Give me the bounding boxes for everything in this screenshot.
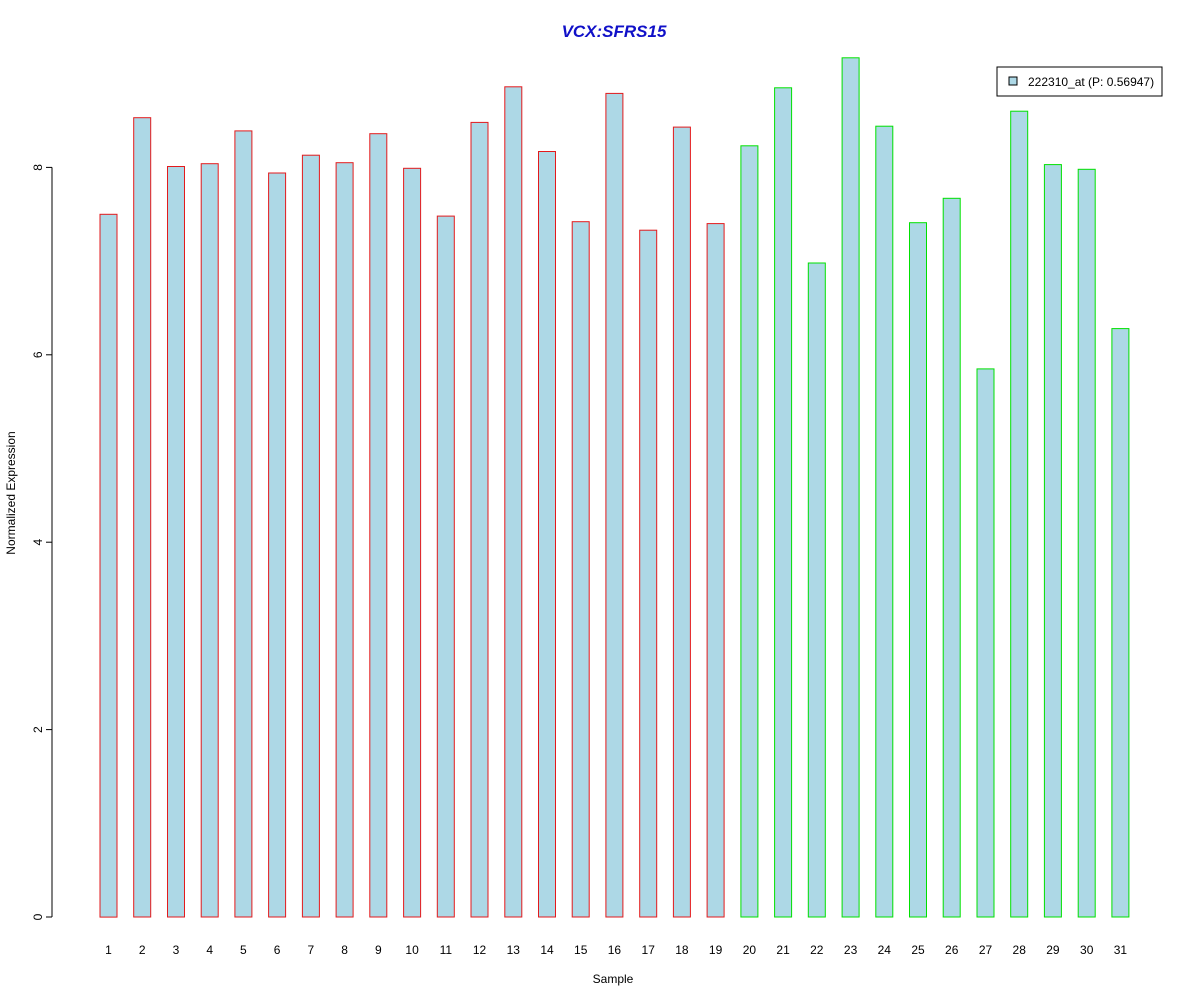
bar-sample-24 xyxy=(875,125,894,918)
x-tick-label: 13 xyxy=(507,943,521,957)
y-axis: 0 2 4 6 8 xyxy=(31,164,53,920)
bar-sample-30 xyxy=(1077,168,1096,918)
bar-sample-25 xyxy=(909,222,927,918)
x-tick-label: 8 xyxy=(341,943,348,957)
bar-sample-10 xyxy=(403,167,422,918)
bar-sample-14 xyxy=(538,151,556,918)
bar-sample-5 xyxy=(234,130,253,918)
bar-sample-17 xyxy=(639,229,658,918)
x-tick-label: 23 xyxy=(844,943,858,957)
bar-sample-7 xyxy=(301,154,320,918)
bar-sample-22 xyxy=(807,262,826,918)
bar-sample-31 xyxy=(1111,328,1130,918)
x-tick-label: 15 xyxy=(574,943,588,957)
x-tick-label: 6 xyxy=(274,943,281,957)
y-tick-label: 8 xyxy=(31,164,45,171)
x-tick-label: 27 xyxy=(979,943,993,957)
x-tick-label: 12 xyxy=(473,943,487,957)
bar-sample-8 xyxy=(335,162,354,918)
bar-sample-16 xyxy=(605,92,624,918)
x-tick-label: 31 xyxy=(1114,943,1128,957)
bar-sample-2 xyxy=(133,117,152,918)
bars-group xyxy=(99,57,1130,918)
bar-sample-15 xyxy=(571,221,590,918)
x-tick-label: 16 xyxy=(608,943,622,957)
x-tick-label: 19 xyxy=(709,943,723,957)
x-tick-label: 10 xyxy=(405,943,419,957)
bar-sample-28 xyxy=(1010,110,1029,918)
bar-sample-21 xyxy=(774,87,793,918)
x-tick-label: 3 xyxy=(173,943,180,957)
bar-sample-1 xyxy=(99,213,118,918)
x-tick-label: 22 xyxy=(810,943,824,957)
bar-sample-13 xyxy=(504,86,523,918)
x-tick-label: 14 xyxy=(540,943,554,957)
x-tick-label: 29 xyxy=(1046,943,1060,957)
x-tick-label: 4 xyxy=(206,943,213,957)
y-tick-label: 2 xyxy=(31,726,45,733)
y-tick-label: 4 xyxy=(31,539,45,546)
bar-sample-6 xyxy=(268,172,287,918)
x-tick-label: 21 xyxy=(776,943,790,957)
bar-sample-29 xyxy=(1043,164,1062,918)
y-tick-label: 0 xyxy=(31,913,45,920)
y-tick-label: 6 xyxy=(31,351,45,358)
bar-sample-4 xyxy=(200,163,219,918)
bar-sample-26 xyxy=(942,197,961,918)
x-tick-label: 20 xyxy=(743,943,757,957)
bar-sample-27 xyxy=(976,368,995,918)
x-tick-label: 18 xyxy=(675,943,689,957)
x-tick-label: 11 xyxy=(440,943,453,957)
x-tick-label: 24 xyxy=(878,943,892,957)
bar-sample-3 xyxy=(167,166,185,918)
x-tick-label: 30 xyxy=(1080,943,1094,957)
x-tick-label: 5 xyxy=(240,943,247,957)
legend-box xyxy=(996,66,1163,97)
bar-sample-12 xyxy=(470,121,489,918)
x-tick-labels: 1 2 3 4 5 6 7 8 9 10 11 12 13 14 15 16 17 18 19 20 21 22 23 24 2… xyxy=(105,943,1127,957)
x-tick-label: 7 xyxy=(308,943,315,957)
bar-sample-11 xyxy=(436,215,455,918)
x-tick-label: 28 xyxy=(1013,943,1027,957)
legend: 222310_at (P: 0.56947) xyxy=(996,66,1163,97)
bar-sample-19 xyxy=(706,223,725,918)
x-axis-label: Sample xyxy=(593,972,634,986)
chart-title: VCX:SFRS15 xyxy=(562,22,667,41)
x-tick-label: 25 xyxy=(911,943,925,957)
bar-sample-18 xyxy=(672,126,691,918)
x-tick-label: 2 xyxy=(139,943,146,957)
legend-label: 222310_at (P: 0.56947) xyxy=(1028,75,1154,89)
x-tick-label: 1 xyxy=(105,943,112,957)
bar-sample-23 xyxy=(841,57,860,918)
y-axis-label: Normalized Expression xyxy=(4,431,18,554)
x-tick-label: 26 xyxy=(945,943,959,957)
x-tick-label: 9 xyxy=(375,943,382,957)
bar-sample-9 xyxy=(369,133,388,918)
x-tick-label: 17 xyxy=(642,943,656,957)
bar-sample-20 xyxy=(740,145,759,918)
legend-swatch xyxy=(1008,76,1018,86)
